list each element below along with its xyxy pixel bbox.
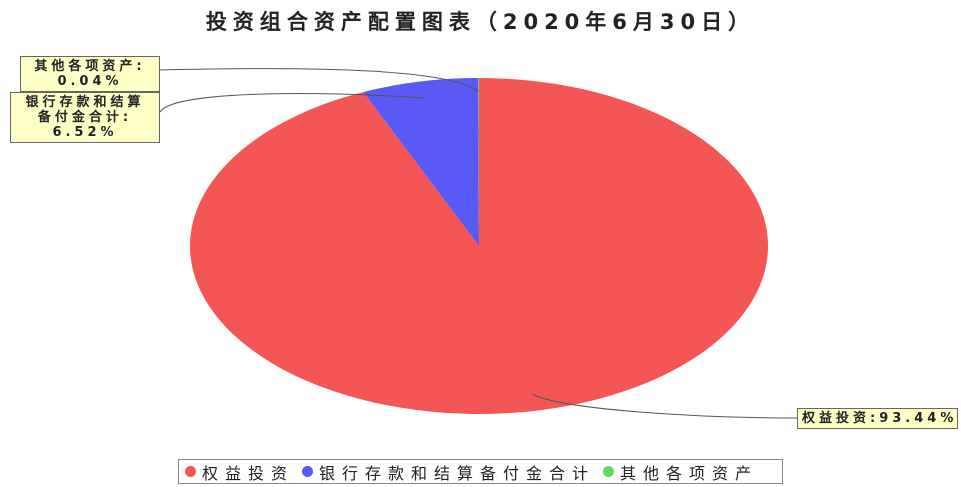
data-label-name: 其他各项资产: (34, 59, 146, 74)
data-label-other-assets: 其他各项资产: 0.04% (20, 56, 160, 92)
data-label-value: 93.44% (879, 411, 958, 426)
legend-item-bank-deposits: 银行存款和结算备付金合计 (302, 460, 595, 484)
data-label-name: 权益投资: (802, 411, 880, 426)
legend-item-equity-investment: 权益投资 (185, 460, 294, 484)
leader-line-other-assets (159, 68, 479, 92)
leader-line-bank-deposits (159, 93, 426, 113)
data-label-bank-deposits: 银行存款和结算备付金合计: 6.52% (10, 92, 160, 143)
pie-slice-other-assets (478, 77, 479, 246)
legend-label: 权益投资 (202, 463, 295, 483)
chart-title: 投资组合资产配置图表（2020年6月30日） (205, 10, 756, 34)
legend-marker-circle (603, 466, 615, 477)
legend-marker-circle (185, 466, 196, 477)
pie-slice-equity-investment (190, 78, 769, 414)
legend-label: 其他各项资产 (620, 463, 759, 483)
data-label-value: 6.52% (52, 125, 118, 140)
legend-item-other-assets: 其他各项资产 (603, 460, 758, 484)
data-label-value: 0.04% (57, 74, 123, 89)
pie-slices (190, 77, 769, 414)
leader-line-equity-investment (531, 393, 798, 419)
data-label-equity-investment: 权益投资:93.44% (797, 408, 958, 429)
pie-slice-bank-deposits (363, 78, 479, 246)
leader-lines (159, 68, 798, 419)
chart-legend: 权益投资 银行存款和结算备付金合计 其他各项资产 (178, 459, 783, 484)
data-label-name: 银行存款和结算备付金合计: (25, 95, 145, 125)
legend-label: 银行存款和结算备付金合计 (319, 463, 596, 483)
legend-marker-circle (302, 466, 314, 477)
